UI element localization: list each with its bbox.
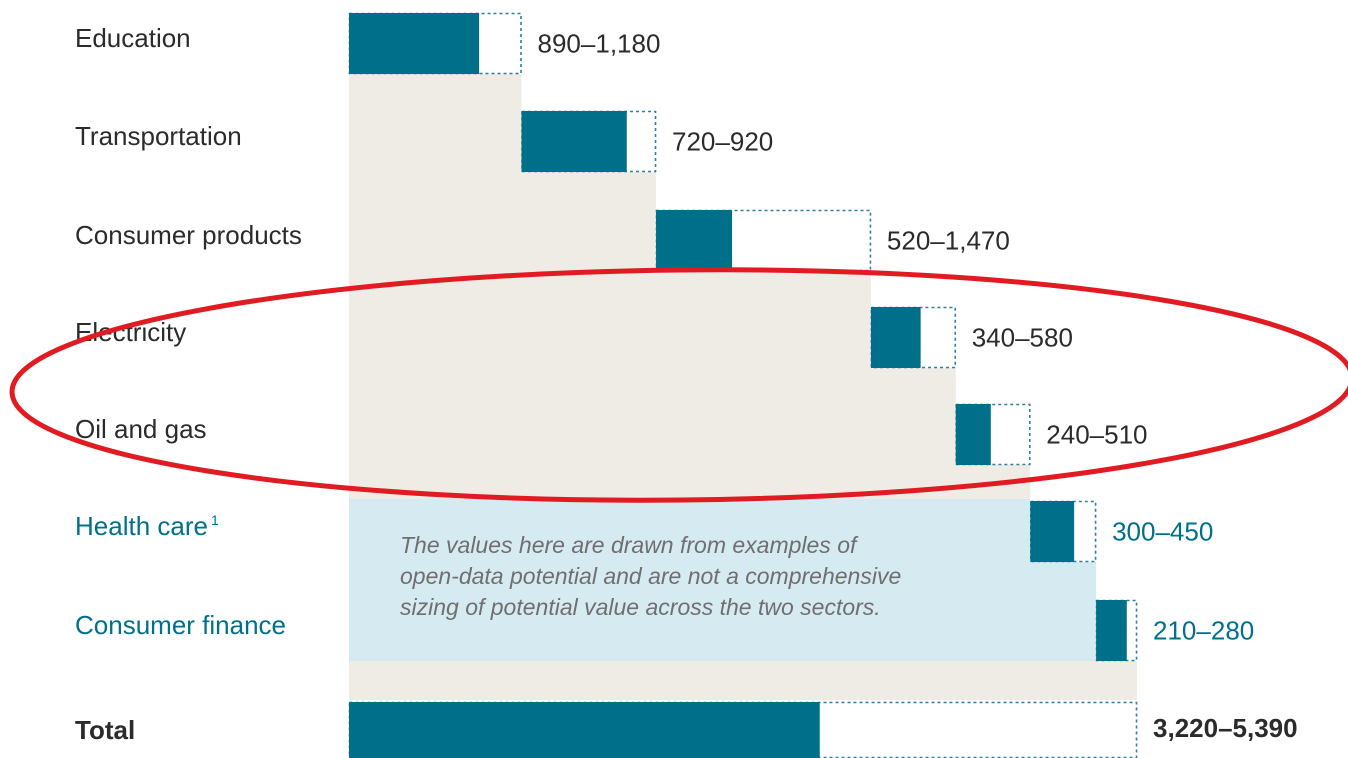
- low-bar: [1030, 501, 1075, 562]
- value-label: 890–1,180: [538, 29, 661, 59]
- highlight-ellipse: [9, 267, 1348, 503]
- category-label: Transportation: [75, 121, 242, 151]
- category-label: Education: [75, 23, 191, 53]
- category-label: Consumer finance: [75, 610, 286, 640]
- bars-layer: [348, 12, 1138, 758]
- chart-note: The values here are drawn from examples …: [400, 532, 901, 620]
- value-label: 3,220–5,390: [1153, 713, 1298, 743]
- value-label: 520–1,470: [887, 226, 1010, 256]
- note-line: open-data potential and are not a compre…: [400, 563, 901, 589]
- low-bar: [870, 307, 921, 368]
- value-label: 300–450: [1112, 517, 1213, 547]
- low-bar: [955, 404, 991, 465]
- background-areas: [349, 74, 1138, 700]
- value-label: 240–510: [1046, 420, 1147, 450]
- background-staircase: [349, 74, 1031, 562]
- low-bar: [349, 13, 480, 74]
- low-bar: [1096, 600, 1127, 661]
- value-label: 340–580: [972, 323, 1073, 353]
- background-strip: [349, 661, 1138, 700]
- low-bar: [656, 210, 733, 271]
- note-line: sizing of potential value across the two…: [400, 594, 881, 620]
- footnote-mark: 1: [211, 512, 219, 528]
- low-bar: [349, 702, 820, 758]
- note-line: The values here are drawn from examples …: [400, 532, 859, 558]
- value-label: 210–280: [1153, 616, 1254, 646]
- category-label: Electricity: [75, 317, 186, 347]
- category-label: Total: [75, 715, 135, 745]
- category-label: Consumer products: [75, 220, 302, 250]
- highlight-background: [349, 499, 1097, 661]
- value-label: 720–920: [672, 127, 773, 157]
- category-label: Oil and gas: [75, 414, 207, 444]
- low-bar: [521, 111, 627, 172]
- category-label: Health care 1: [75, 511, 219, 541]
- labels-layer: 890–1,180 Education 720–920 Transportation 5…: [75, 23, 1298, 745]
